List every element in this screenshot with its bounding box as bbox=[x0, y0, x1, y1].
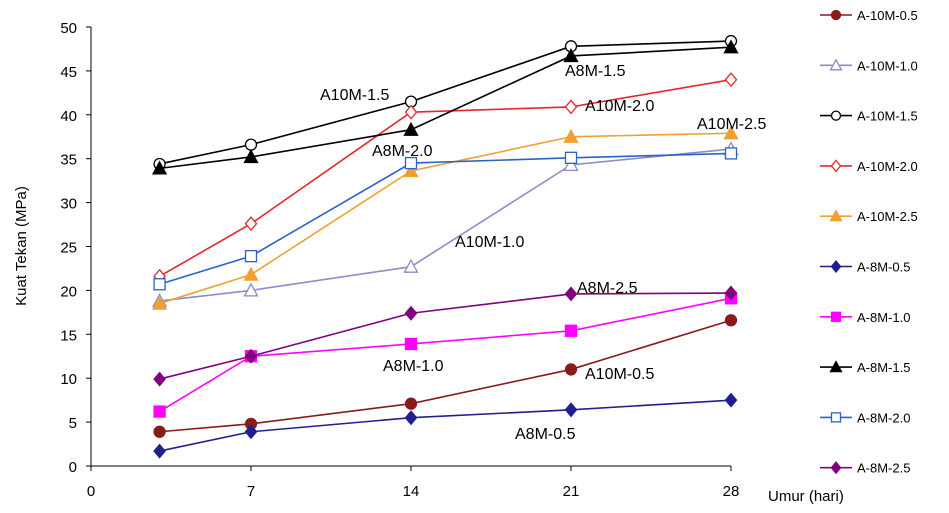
x-axis-label: Umur (hari) bbox=[768, 488, 844, 505]
marker bbox=[564, 402, 578, 418]
x-tick-label: 28 bbox=[723, 483, 740, 500]
marker bbox=[723, 39, 739, 54]
legend-marker bbox=[830, 412, 842, 423]
legend-label: A-10M-2.0 bbox=[857, 159, 918, 174]
marker bbox=[153, 278, 166, 291]
marker bbox=[724, 392, 738, 408]
marker bbox=[404, 410, 418, 426]
marker bbox=[563, 156, 579, 171]
marker bbox=[724, 314, 738, 327]
marker bbox=[724, 285, 738, 301]
legend-marker bbox=[830, 259, 842, 274]
legend-label: A-10M-0.5 bbox=[857, 8, 918, 23]
y-axis-label: Kuat Tekan (MPa) bbox=[13, 186, 30, 306]
marker bbox=[244, 424, 258, 440]
legend-label: A-8M-0.5 bbox=[857, 260, 910, 275]
y-tick-label: 10 bbox=[60, 371, 77, 388]
y-tick-label: 15 bbox=[60, 327, 77, 344]
marker bbox=[403, 163, 419, 178]
annotation: A10M-0.5 bbox=[585, 366, 654, 383]
marker bbox=[404, 397, 418, 410]
marker bbox=[244, 138, 258, 151]
marker bbox=[243, 149, 259, 164]
legend-marker bbox=[830, 461, 842, 475]
annotation: A8M-1.0 bbox=[383, 358, 444, 375]
legend-label: A-8M-1.0 bbox=[857, 310, 910, 325]
annotation: A10M-2.0 bbox=[585, 98, 654, 115]
y-tick-label: 0 bbox=[69, 459, 77, 476]
annotation: A8M-1.5 bbox=[565, 63, 626, 80]
marker bbox=[403, 121, 419, 136]
y-tick-label: 45 bbox=[60, 64, 77, 81]
y-tick-label: 35 bbox=[60, 152, 77, 169]
legend-label: A-8M-2.5 bbox=[857, 461, 910, 476]
marker bbox=[404, 156, 418, 170]
marker bbox=[151, 295, 168, 310]
x-tick-label: 21 bbox=[563, 483, 580, 500]
marker bbox=[153, 371, 166, 387]
marker bbox=[153, 405, 166, 418]
y-tick-label: 30 bbox=[60, 196, 77, 213]
marker bbox=[723, 125, 739, 140]
legend-marker bbox=[830, 311, 842, 322]
legend-marker bbox=[830, 9, 842, 21]
y-tick-label: 50 bbox=[60, 20, 77, 37]
marker bbox=[244, 216, 258, 232]
marker bbox=[153, 425, 166, 438]
marker bbox=[564, 363, 578, 376]
marker bbox=[564, 151, 578, 164]
legend-marker bbox=[829, 209, 843, 222]
marker bbox=[243, 282, 259, 297]
legend-marker bbox=[830, 159, 842, 173]
marker bbox=[404, 337, 418, 351]
legend-label: A-10M-1.0 bbox=[857, 58, 918, 73]
y-tick-label: 25 bbox=[60, 240, 77, 257]
marker bbox=[244, 250, 258, 263]
x-tick-label: 0 bbox=[87, 483, 95, 500]
legend-marker bbox=[830, 110, 842, 121]
annotation: A10M-1.5 bbox=[320, 87, 389, 104]
y-tick-label: 20 bbox=[60, 283, 77, 300]
marker bbox=[724, 72, 738, 88]
marker bbox=[564, 286, 578, 302]
annotation: A8M-0.5 bbox=[515, 426, 576, 443]
legend-label: A-10M-1.5 bbox=[857, 109, 918, 124]
annotation: A10M-2.5 bbox=[697, 116, 766, 133]
annotation: A10M-1.0 bbox=[455, 234, 524, 251]
legend-marker bbox=[829, 360, 843, 373]
marker bbox=[244, 348, 258, 364]
legend-marker bbox=[829, 58, 843, 71]
marker bbox=[404, 305, 418, 321]
marker bbox=[151, 160, 168, 175]
marker bbox=[403, 258, 419, 273]
marker bbox=[404, 104, 418, 120]
marker bbox=[564, 324, 578, 337]
y-tick-label: 5 bbox=[69, 415, 77, 432]
x-tick-label: 14 bbox=[403, 483, 420, 500]
annotation: A8M-2.5 bbox=[577, 280, 638, 297]
x-tick-label: 7 bbox=[247, 483, 255, 500]
legend-label: A-8M-1.5 bbox=[857, 360, 910, 375]
annotation: A8M-2.0 bbox=[372, 143, 433, 160]
y-tick-label: 40 bbox=[60, 108, 77, 125]
series-line bbox=[159, 152, 732, 286]
legend-label: A-8M-2.0 bbox=[857, 410, 910, 425]
marker bbox=[243, 266, 259, 281]
marker bbox=[564, 99, 578, 115]
marker bbox=[563, 128, 579, 143]
marker bbox=[153, 443, 166, 459]
marker bbox=[563, 48, 579, 63]
legend-label: A-10M-2.5 bbox=[857, 209, 918, 224]
marker bbox=[724, 147, 738, 160]
